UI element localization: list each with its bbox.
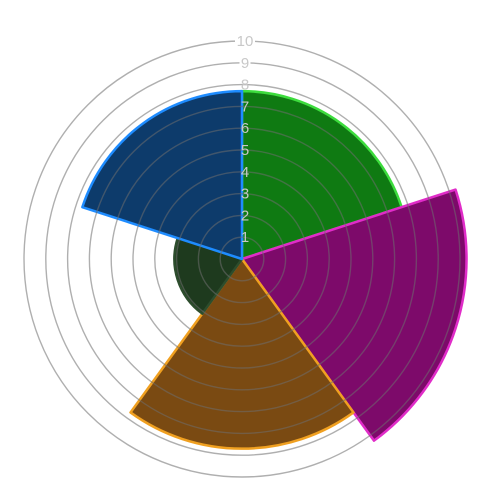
tick-label-8: 8	[241, 77, 249, 94]
tick-label-bg-10	[235, 34, 255, 48]
tick-labels: 1 2 3 4 5 6 7 8 9 10	[235, 33, 255, 246]
sector-2	[240, 188, 468, 442]
sector-5	[81, 89, 244, 261]
grid-ring-2	[197, 214, 287, 304]
sector-1	[240, 89, 403, 261]
tick-label-7: 7	[241, 98, 249, 115]
grid-ring-6	[110, 127, 374, 391]
grid-ring-3	[175, 192, 309, 326]
tick-label-2: 2	[241, 207, 249, 224]
tick-label-bg-9	[239, 55, 251, 70]
tick-label-4: 4	[241, 164, 249, 181]
tick-label-10: 10	[237, 33, 254, 50]
tick-label-5: 5	[241, 142, 249, 159]
tick-label-1: 1	[241, 229, 249, 246]
grid-ring-1	[219, 236, 265, 282]
grid-ring-4	[154, 171, 330, 347]
sector-4	[173, 236, 244, 315]
grid-ring-5	[132, 149, 352, 369]
grid-ring-7	[88, 105, 396, 413]
tick-label-6: 6	[241, 120, 249, 137]
grid-ring-8	[66, 83, 418, 435]
tick-label-9: 9	[241, 55, 249, 72]
tick-label-3: 3	[241, 186, 249, 203]
